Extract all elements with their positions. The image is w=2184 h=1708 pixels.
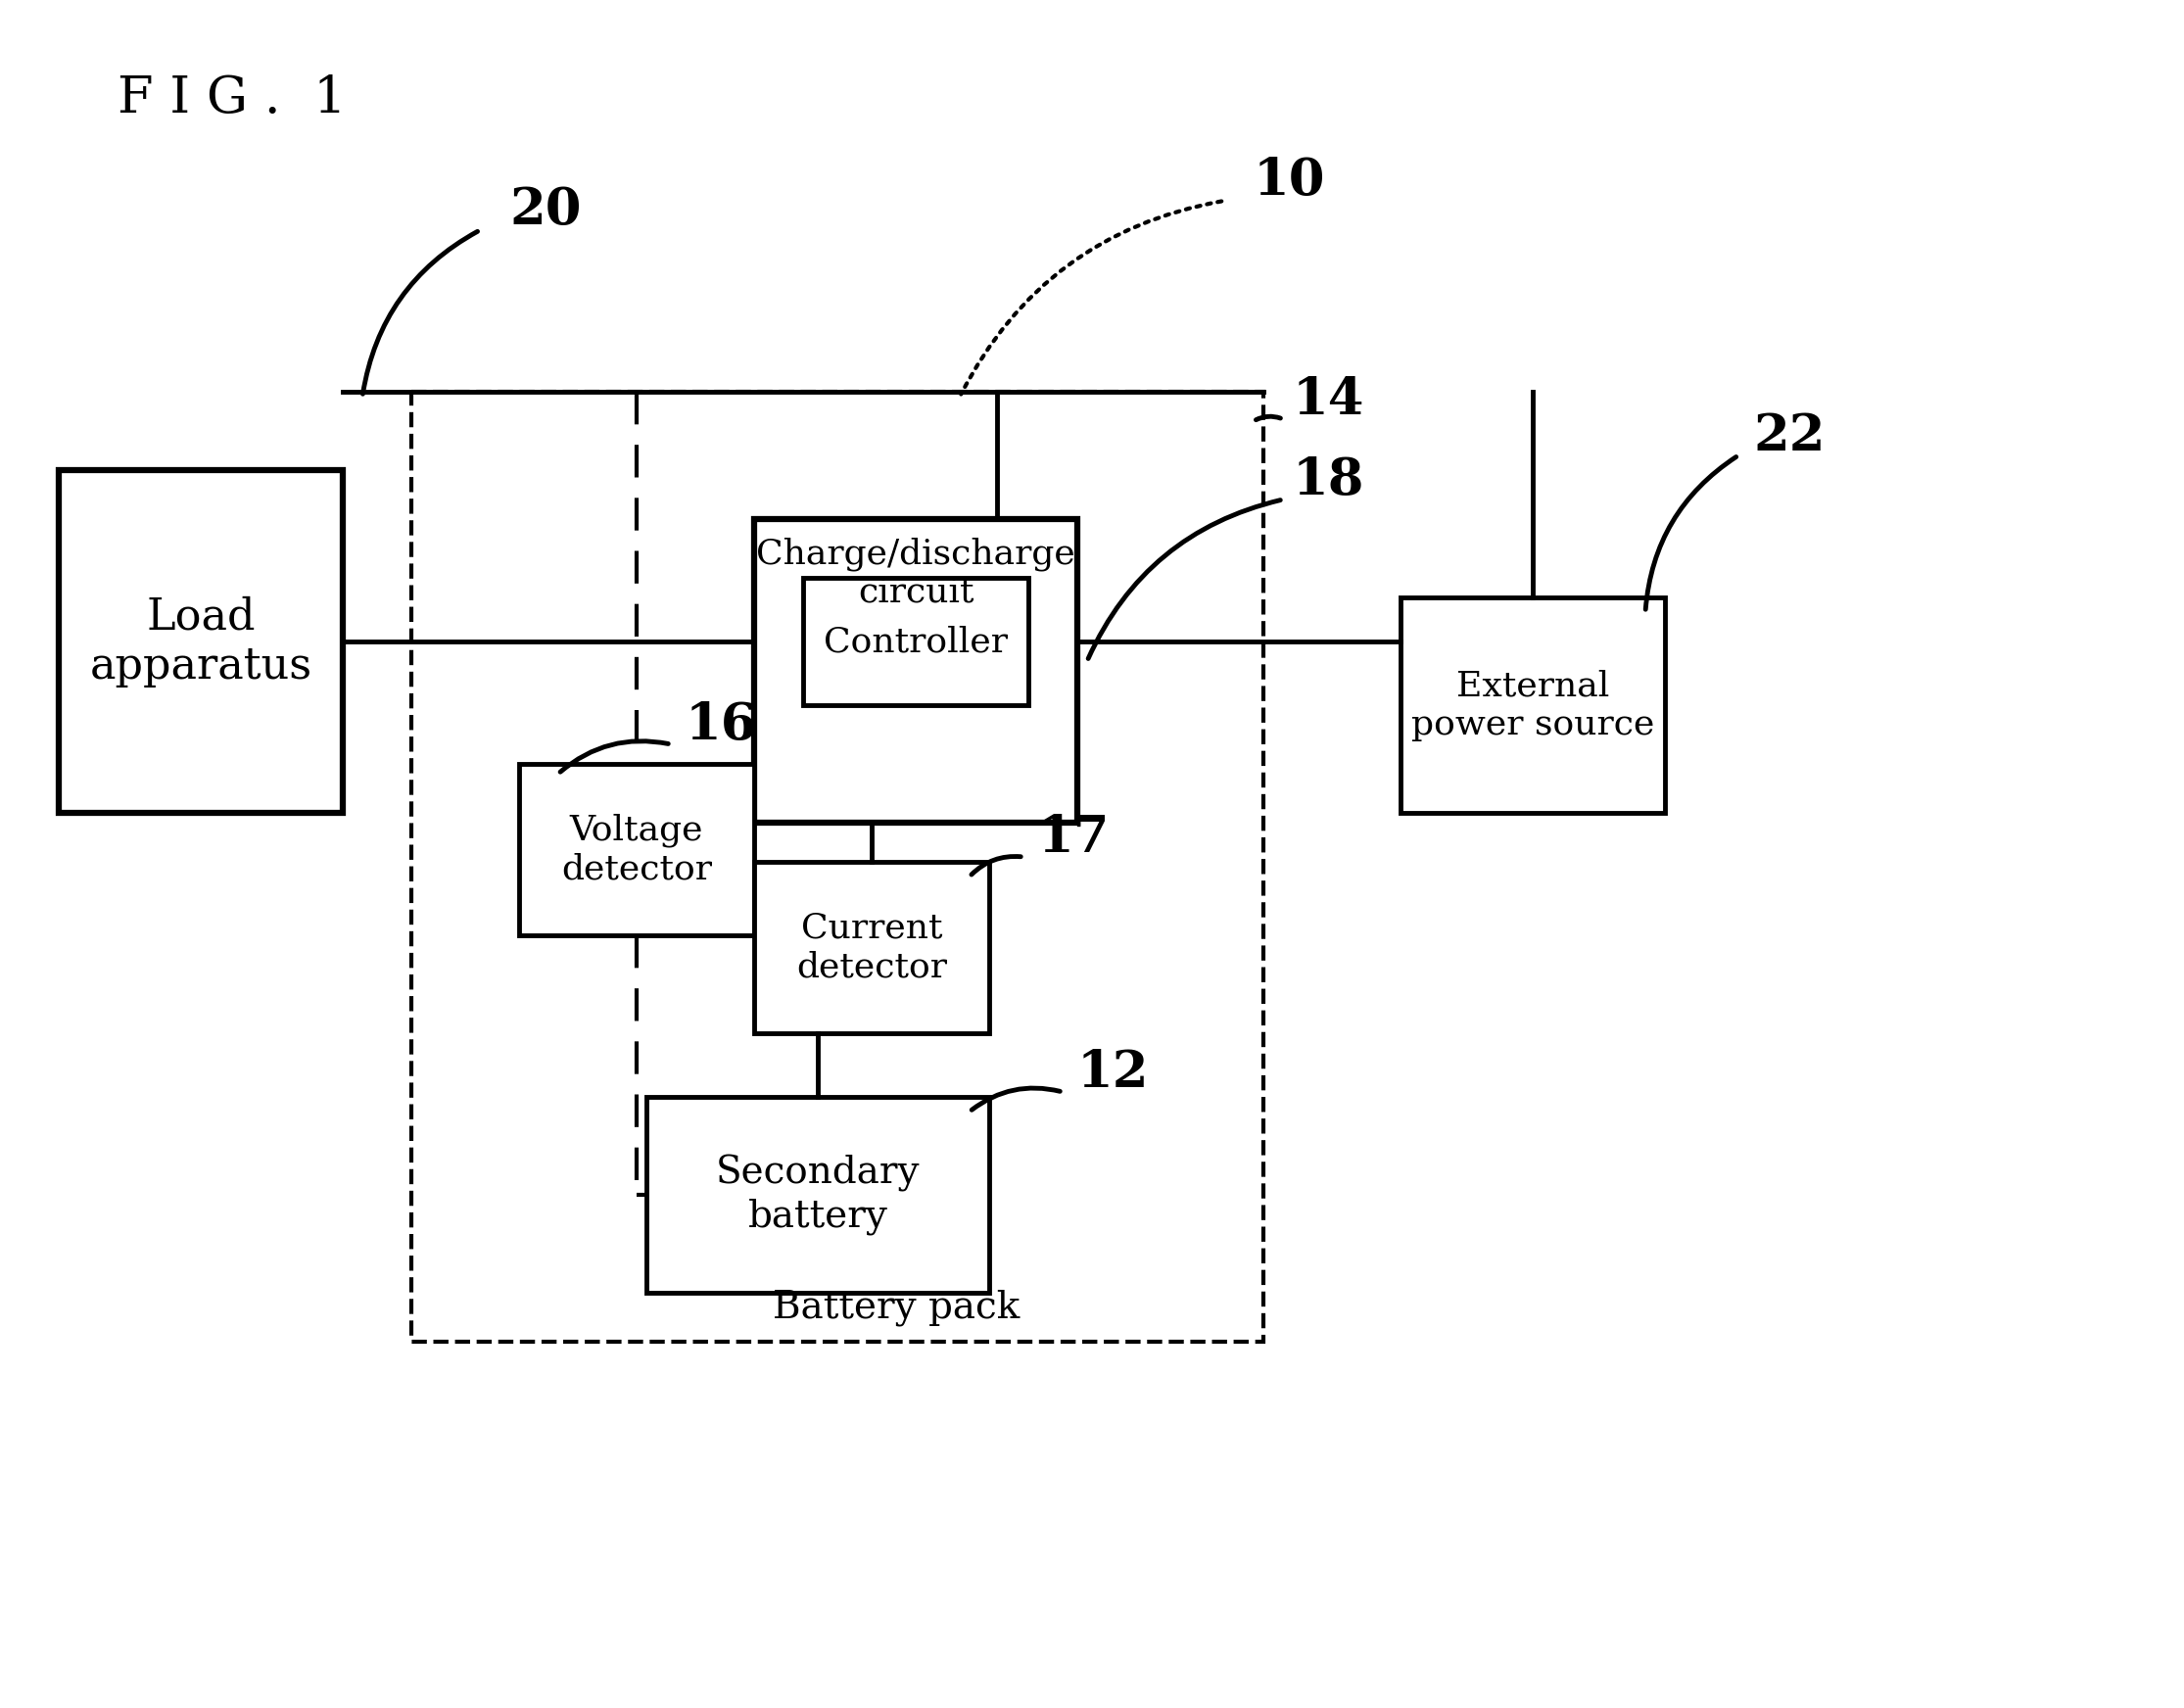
Text: Voltage
detector: Voltage detector	[561, 813, 712, 886]
Text: 14: 14	[1293, 374, 1365, 425]
Text: 16: 16	[686, 700, 758, 750]
Bar	[59, 470, 343, 813]
Text: 12: 12	[1077, 1047, 1149, 1097]
Text: 10: 10	[1254, 155, 1326, 207]
Bar	[1400, 598, 1664, 813]
Text: 22: 22	[1754, 412, 1826, 461]
Text: Load
apparatus: Load apparatus	[90, 596, 312, 687]
Bar	[411, 391, 1262, 1342]
Text: 17: 17	[1037, 813, 1109, 863]
Text: External
power source: External power source	[1411, 670, 1653, 741]
Bar	[804, 577, 1029, 705]
Text: 18: 18	[1293, 454, 1365, 506]
Text: Secondary
battery: Secondary battery	[716, 1155, 919, 1235]
Text: Controller: Controller	[823, 625, 1007, 658]
Bar	[753, 863, 989, 1033]
Text: Charge/discharge
circuit: Charge/discharge circuit	[756, 536, 1075, 610]
Text: Battery pack: Battery pack	[773, 1290, 1020, 1325]
Bar	[646, 1097, 989, 1293]
Text: 20: 20	[509, 186, 581, 236]
Text: F I G .  1: F I G . 1	[118, 73, 347, 123]
Bar	[753, 519, 1077, 823]
Text: Current
detector: Current detector	[797, 912, 948, 984]
Bar	[520, 763, 753, 936]
